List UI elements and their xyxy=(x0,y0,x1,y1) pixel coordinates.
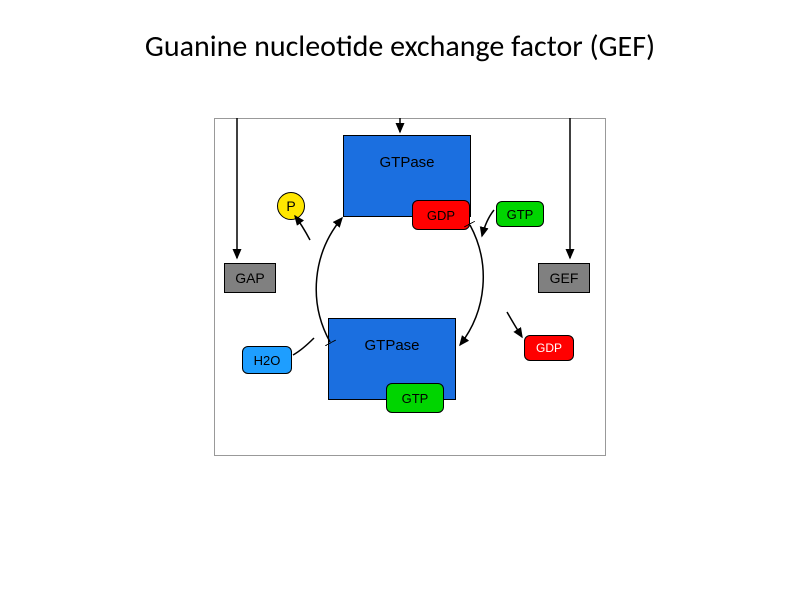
node-gdp-top: GDP xyxy=(412,200,470,230)
node-gef: GEF xyxy=(538,263,590,293)
node-gap: GAP xyxy=(224,263,276,293)
label-gap: GAP xyxy=(235,270,265,286)
label-gdp-top: GDP xyxy=(427,208,455,223)
label-p: P xyxy=(286,198,295,214)
node-gtp-in: GTP xyxy=(496,201,544,227)
label-gtpase-top: GTPase xyxy=(379,154,434,171)
node-gtp-bot: GTP xyxy=(386,383,444,413)
label-gtp-in: GTP xyxy=(507,207,534,222)
label-gef: GEF xyxy=(550,270,579,286)
node-gdp-out: GDP xyxy=(524,335,574,361)
label-h2o: H2O xyxy=(254,353,281,368)
label-gtp-bot: GTP xyxy=(402,391,429,406)
label-gdp-out: GDP xyxy=(536,341,562,355)
node-p: P xyxy=(277,192,305,220)
node-h2o: H2O xyxy=(242,346,292,374)
label-gtpase-bot: GTPase xyxy=(364,337,419,354)
page-title: Guanine nucleotide exchange factor (GEF) xyxy=(0,28,800,65)
